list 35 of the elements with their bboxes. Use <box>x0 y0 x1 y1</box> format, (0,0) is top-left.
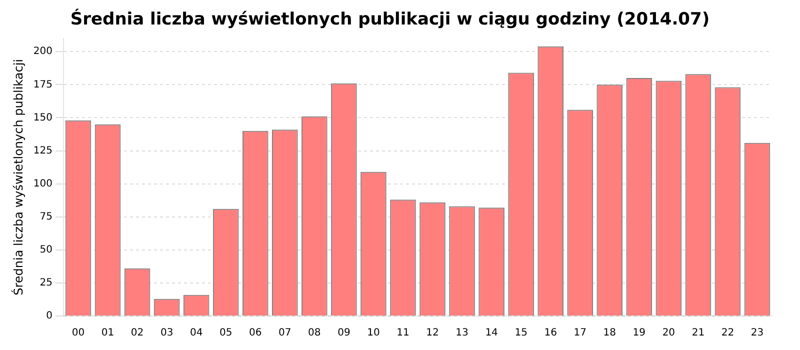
x-tick-label: 04 <box>190 328 203 339</box>
x-tick-label: 12 <box>426 328 439 339</box>
y-tick-label: 75 <box>40 211 52 222</box>
x-tick-label: 17 <box>574 328 586 339</box>
y-tick-label: 25 <box>40 278 52 289</box>
x-tick-label: 06 <box>249 328 262 339</box>
x-tick-label: 15 <box>514 328 528 339</box>
y-tick-label: 125 <box>33 145 52 156</box>
x-tick-label: 01 <box>101 328 114 339</box>
y-tick-label: 50 <box>40 244 52 256</box>
x-tick-label: 13 <box>456 328 468 339</box>
x-tick-label: 08 <box>308 328 321 339</box>
y-axis-title: Średnia liczba wyświetlonych publikacji <box>10 58 26 296</box>
y-tick-label: 200 <box>33 46 52 58</box>
x-tick-label: 00 <box>72 328 85 339</box>
x-tick-label: 21 <box>692 328 705 339</box>
x-tick-label: 09 <box>338 328 350 339</box>
y-tick-label: 150 <box>33 112 52 124</box>
x-tick-label: 16 <box>544 328 557 339</box>
x-tick-label: 03 <box>160 328 174 339</box>
x-tick-label: 20 <box>662 328 676 339</box>
x-tick-label: 11 <box>396 328 410 339</box>
x-tick-label: 10 <box>367 328 380 339</box>
x-tick-label: 19 <box>632 328 646 339</box>
x-tick-label: 05 <box>219 328 232 339</box>
x-tick-label: 18 <box>603 328 616 339</box>
x-tick-label: 02 <box>130 328 144 339</box>
y-tick-label: 100 <box>33 178 52 190</box>
x-tick-label: 14 <box>485 328 498 339</box>
chart-title: Średnia liczba wyświetlonych publikacji w ciągu godziny (2014.07) <box>70 8 710 30</box>
y-tick-label: 175 <box>33 79 52 90</box>
x-tick-label: 07 <box>278 328 292 339</box>
x-tick-label: 22 <box>721 328 734 339</box>
y-tick-label: 0 <box>46 310 52 322</box>
x-tick-label: 23 <box>750 328 764 339</box>
